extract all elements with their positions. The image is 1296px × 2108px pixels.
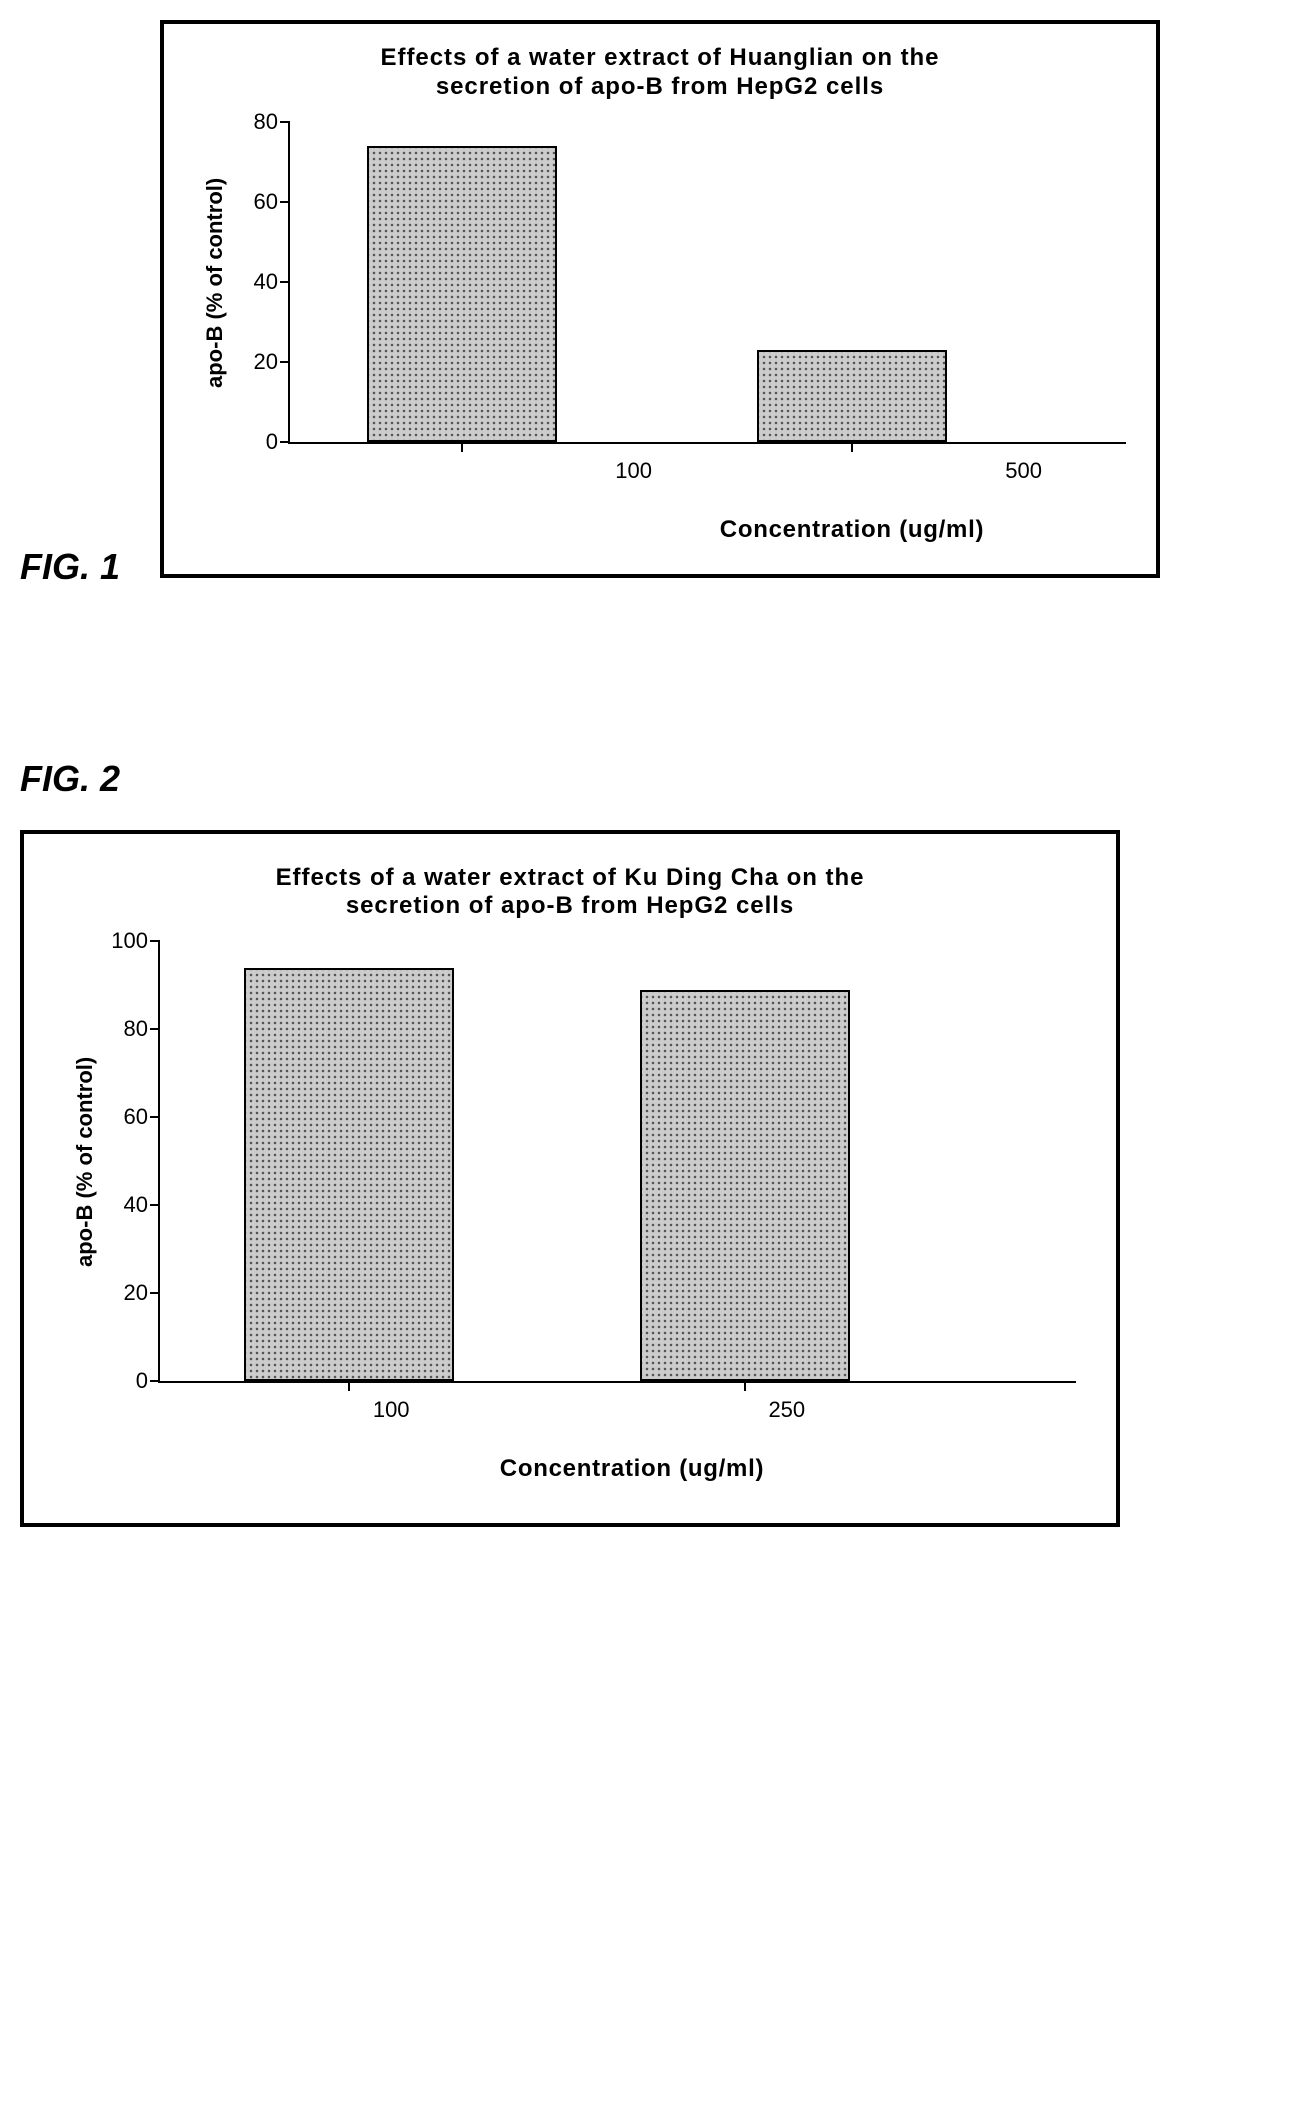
- figure-2-label: FIG. 2: [20, 758, 1276, 800]
- chart-2-below-plot: 100 250 Concentration (ug/ml): [64, 1397, 1076, 1483]
- y-tick-mark: [280, 281, 290, 283]
- chart-1-title: Effects of a water extract of Huanglian …: [250, 44, 1070, 102]
- y-tick-mark: [280, 361, 290, 363]
- chart-2-title-line2: secretion of apo-B from HepG2 cells: [346, 892, 794, 919]
- x-tick-mark: [744, 1381, 746, 1391]
- chart-2-x-axis-title: Concentration (ug/ml): [202, 1455, 1062, 1483]
- chart-1-x-axis-title: Concentration (ug/ml): [462, 516, 1242, 544]
- x-tick-mark: [348, 1381, 350, 1391]
- y-tick-mark: [150, 1028, 160, 1030]
- chart-2-plot-area: [158, 941, 1076, 1383]
- chart-1-y-ticks: 806040200: [228, 122, 288, 442]
- chart-1-plot-wrap: apo-B (% of control) 806040200: [194, 122, 1126, 444]
- y-tick-mark: [280, 441, 290, 443]
- chart-1-title-line1: Effects of a water extract of Huanglian …: [381, 44, 940, 71]
- y-tick-mark: [150, 1292, 160, 1294]
- chart-2-y-ticks: 100806040200: [98, 941, 158, 1381]
- x-tick-mark: [851, 442, 853, 452]
- chart-1-y-axis-label: apo-B (% of control): [194, 122, 228, 444]
- figure-2-block: FIG. 2 Effects of a water extract of Ku …: [20, 758, 1276, 1528]
- chart-2-y-axis-label: apo-B (% of control): [64, 941, 98, 1383]
- x-tick-label: 100: [373, 1397, 410, 1423]
- chart-2-plot-wrap: apo-B (% of control) 100806040200: [64, 941, 1076, 1383]
- figure-1-block: Effects of a water extract of Huanglian …: [20, 20, 1276, 578]
- bar: [244, 968, 454, 1382]
- x-tick-label: 500: [1005, 458, 1042, 484]
- chart-2-x-labels: 100 250: [202, 1397, 1062, 1425]
- figure-1-frame: Effects of a water extract of Huanglian …: [160, 20, 1160, 578]
- figure-1-label: FIG. 1: [20, 546, 120, 588]
- y-tick-mark: [150, 1204, 160, 1206]
- x-tick-label: 250: [768, 1397, 805, 1423]
- chart-1-title-line2: secretion of apo-B from HepG2 cells: [436, 73, 884, 100]
- bar: [640, 990, 850, 1382]
- figure-2-frame: Effects of a water extract of Ku Ding Ch…: [20, 830, 1120, 1528]
- chart-2-title: Effects of a water extract of Ku Ding Ch…: [160, 864, 980, 922]
- x-tick-label: 100: [615, 458, 652, 484]
- bar: [757, 350, 947, 442]
- chart-2-title-line1: Effects of a water extract of Ku Ding Ch…: [276, 864, 865, 891]
- y-tick-mark: [280, 201, 290, 203]
- chart-1-plot-area: [288, 122, 1126, 444]
- y-tick-mark: [150, 940, 160, 942]
- y-tick-mark: [150, 1380, 160, 1382]
- chart-1-below-plot: 100500 Concentration (ug/ml): [194, 458, 1126, 544]
- y-tick-mark: [280, 121, 290, 123]
- y-tick-mark: [150, 1116, 160, 1118]
- chart-1-x-labels: 100 500: [462, 458, 1242, 486]
- bar: [367, 146, 557, 442]
- x-tick-mark: [461, 442, 463, 452]
